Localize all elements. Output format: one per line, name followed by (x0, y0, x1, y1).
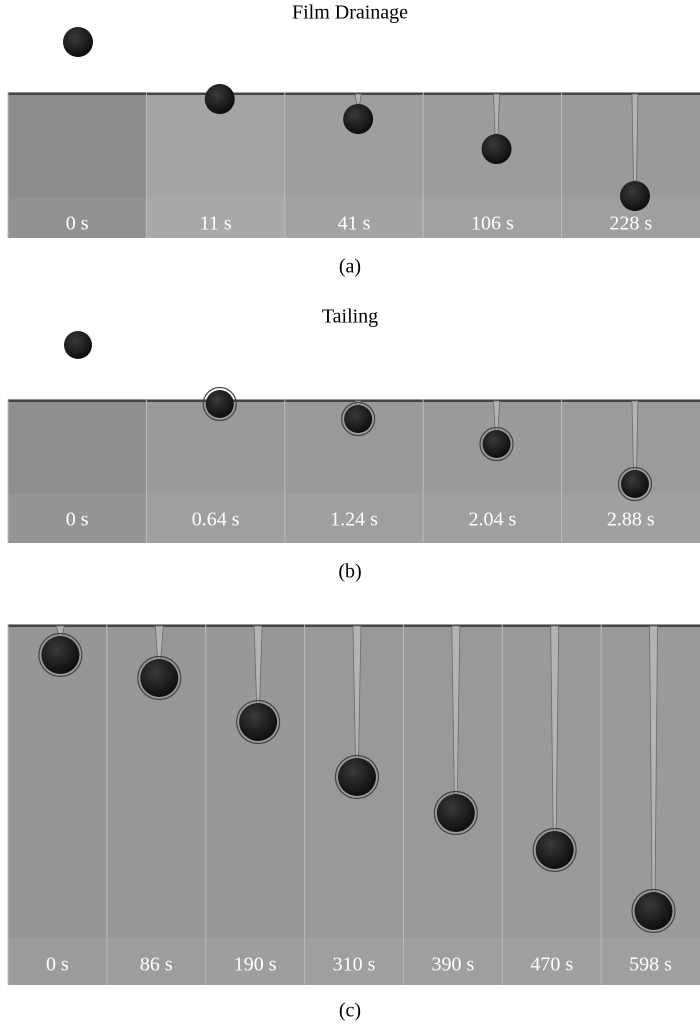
sphere (338, 758, 376, 796)
panel-title: Film Drainage (292, 2, 408, 24)
thread (494, 401, 500, 430)
frame-label: 11 s (200, 213, 232, 235)
sphere (482, 134, 512, 164)
frame-label: 0 s (46, 954, 69, 976)
frame-label: 2.88 s (607, 509, 655, 531)
frame-label: 0.64 s (192, 509, 240, 531)
sphere (64, 331, 92, 359)
panel-title: Tailing (322, 306, 378, 328)
frame-label: 228 s (609, 213, 652, 235)
sphere (63, 27, 93, 57)
frame-label: 1.24 s (330, 509, 378, 531)
sphere (206, 390, 234, 418)
sphere (635, 892, 673, 930)
figure: Film Drainage 0 s 11 s 41 s 106 s 228 s (a) Tai… (0, 0, 700, 1026)
sphere (536, 831, 574, 869)
thread (494, 94, 500, 134)
sphere (483, 430, 511, 458)
frame-label: 190 s (234, 954, 277, 976)
sphere (344, 405, 372, 433)
sphere (239, 703, 277, 741)
panel-caption: (a) (339, 256, 361, 278)
thread (355, 94, 361, 104)
frame-label: 0 s (66, 509, 89, 531)
frame-label: 2.04 s (469, 509, 517, 531)
frame (206, 624, 305, 985)
sphere (205, 84, 235, 114)
frame-label: 470 s (530, 954, 573, 976)
thread (632, 401, 638, 470)
panel-caption: (b) (338, 561, 361, 583)
frame-label: 106 s (471, 213, 514, 235)
sphere (620, 181, 650, 211)
thread (632, 94, 638, 181)
panel-caption: (c) (339, 1000, 361, 1022)
frame-label: 41 s (338, 213, 371, 235)
frame-label: 0 s (66, 213, 89, 235)
sphere (343, 104, 373, 134)
frame-label: 86 s (140, 954, 173, 976)
frame (8, 624, 107, 985)
sphere (140, 659, 178, 697)
sphere (41, 636, 79, 674)
sphere (437, 794, 475, 832)
frame-label: 598 s (629, 954, 672, 976)
frame-label: 390 s (431, 954, 474, 976)
sphere (621, 470, 649, 498)
frame-label: 310 s (333, 954, 376, 976)
